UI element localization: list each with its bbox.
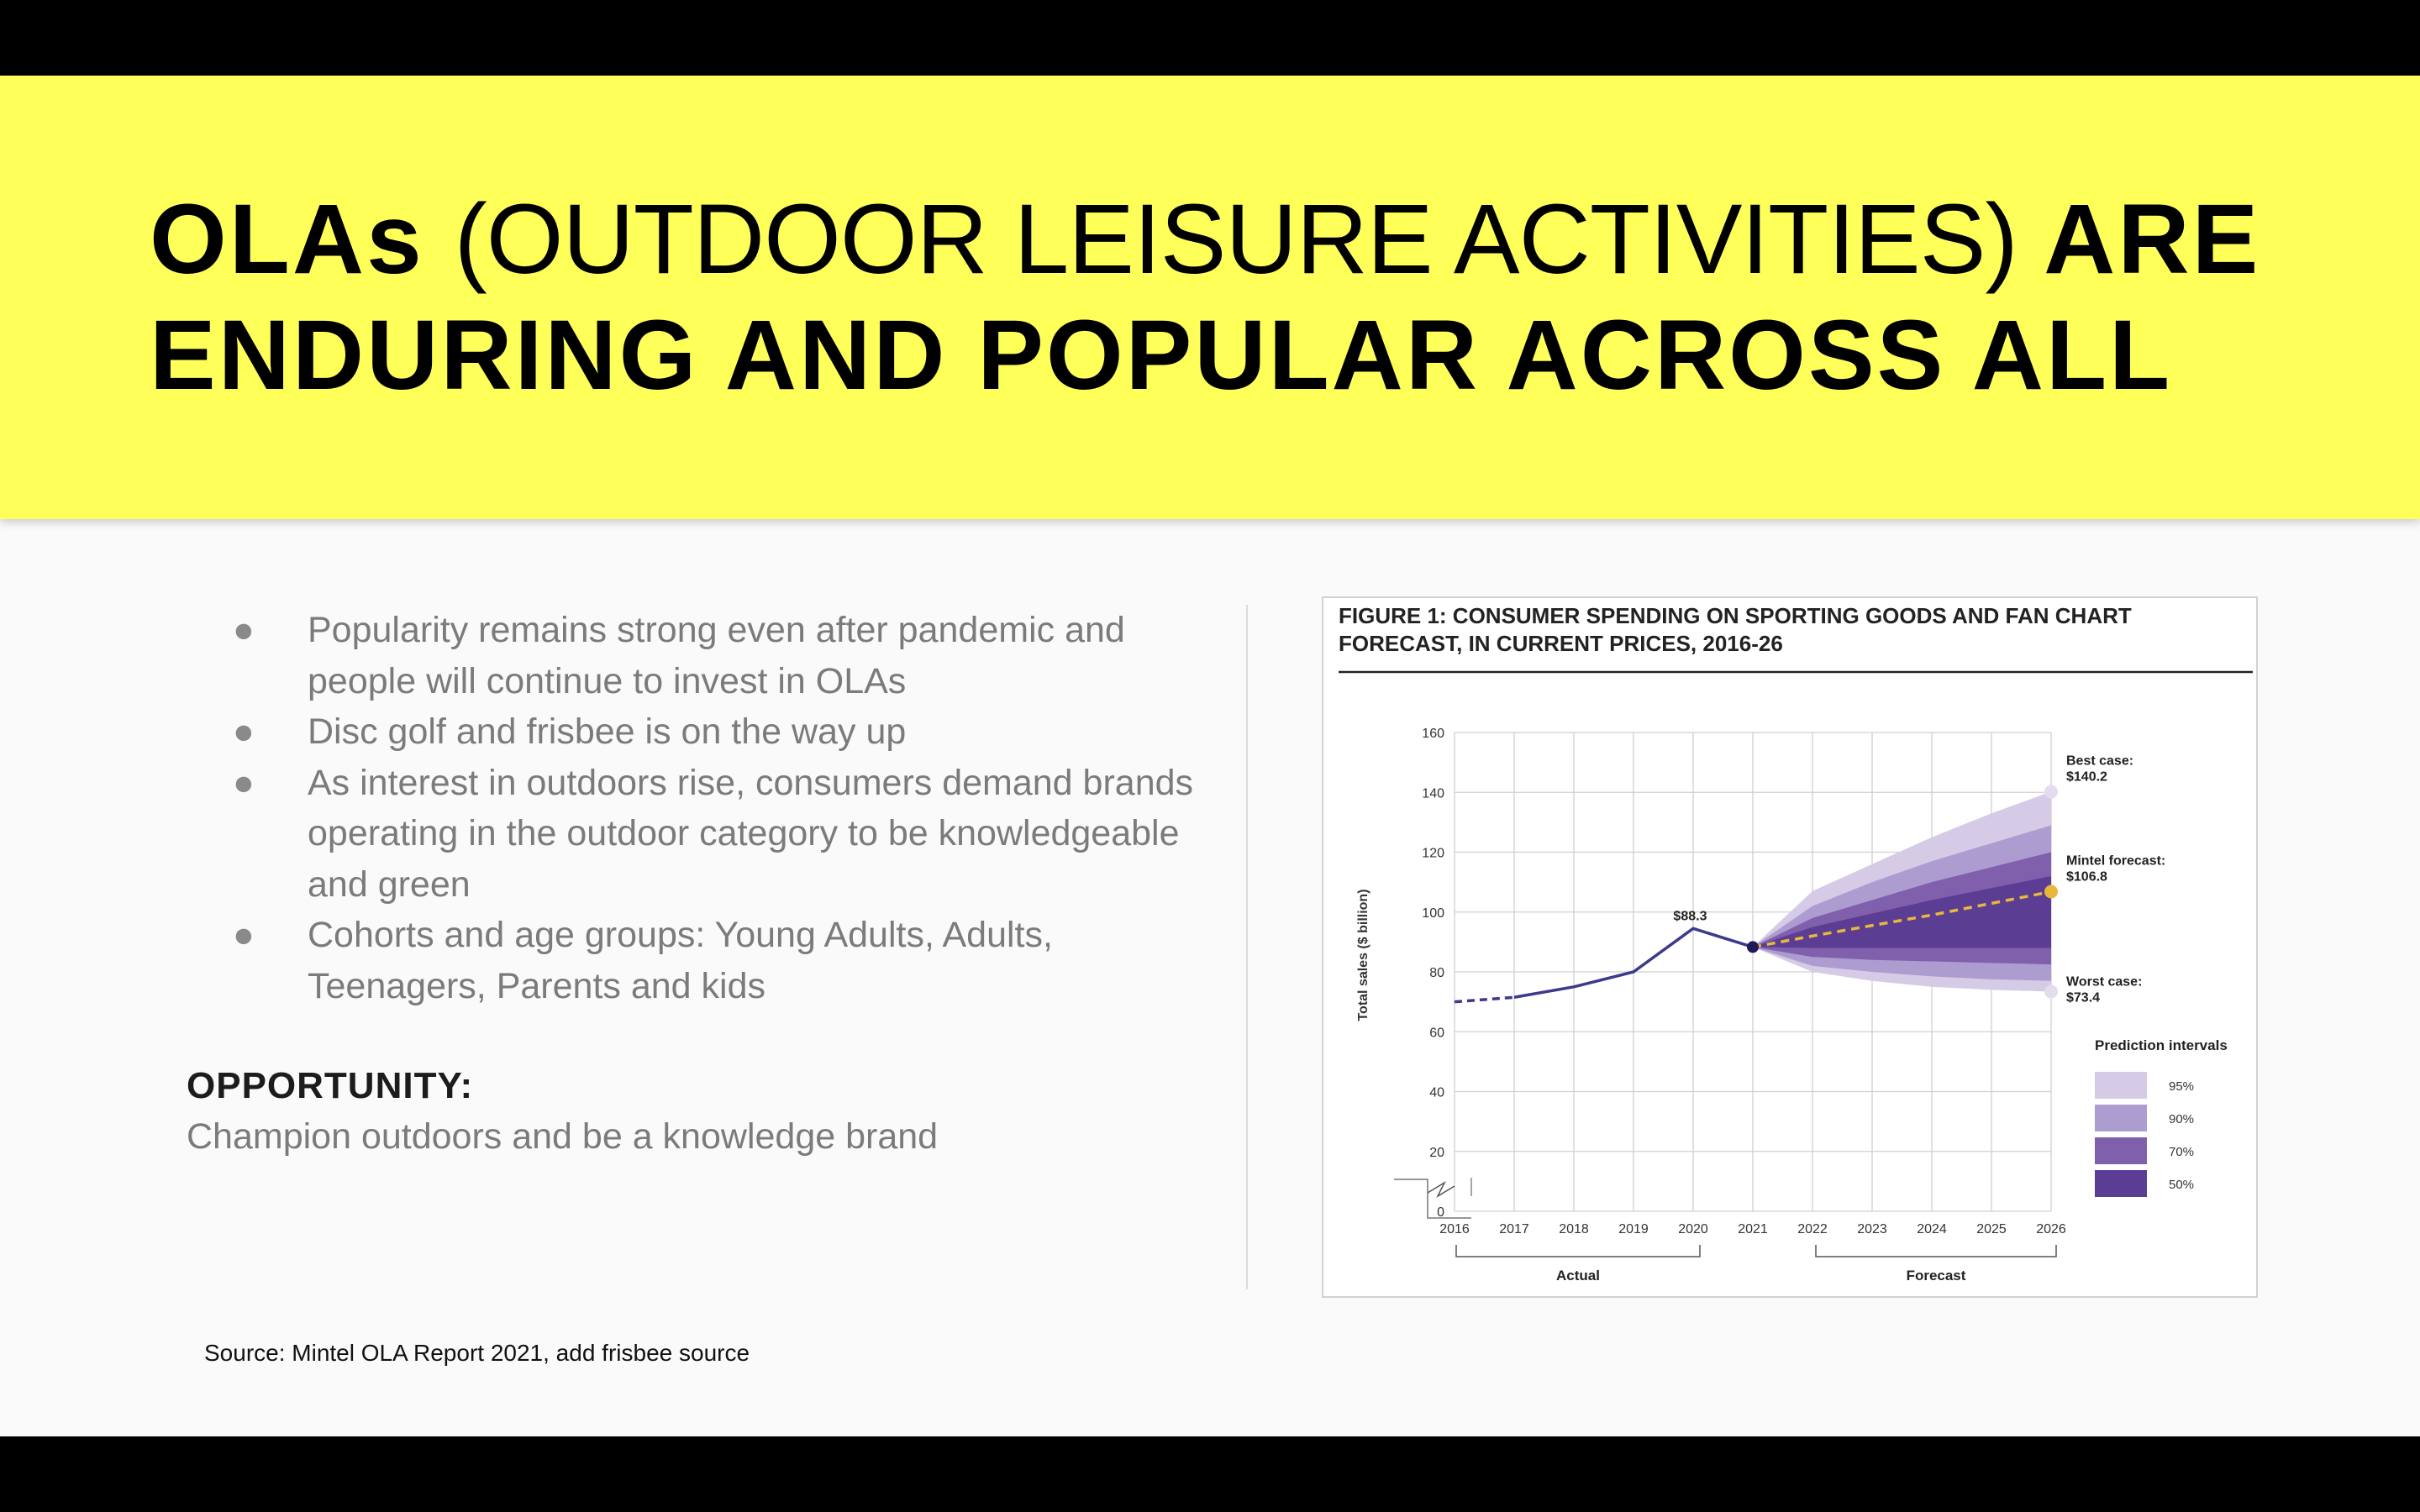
bullet-text-line: Teenagers, Parents and kids [308,965,765,1006]
mintel-forecast-label-line: Mintel forecast: [2066,854,2165,869]
data-point-worst-case [2044,984,2058,999]
title-band: OLAs (OUTDOOR LEISURE ACTIVITIES) ARE END… [0,76,2420,519]
best-case-label-line: $140.2 [2066,770,2107,785]
y-tick-label: 40 [1429,1086,1444,1100]
chart-title-line: FIGURE 1: CONSUMER SPENDING ON SPORTING … [1339,603,2132,628]
fan-chart: FIGURE 1: CONSUMER SPENDING ON SPORTING … [1339,603,2253,1284]
chart-title-line: FORECAST, IN CURRENT PRICES, 2016-26 [1339,631,1783,656]
actual-line-dashed [1454,995,1515,1004]
slide: OLAs (OUTDOOR LEISURE ACTIVITIES) ARE END… [0,76,2420,1436]
x-tick-label: 2024 [1917,1222,1947,1236]
y-tick-label: 120 [1422,847,1444,861]
title-line-2: ENDURING AND POPULAR ACROSS ALL [150,300,2173,411]
title-part-olas: OLAs [150,184,424,295]
legend-swatch-50 [2095,1170,2147,1197]
x-tick-label: 2018 [1559,1222,1589,1236]
y-tick-label: 100 [1422,906,1444,921]
opportunity-heading: OPPORTUNITY: [187,1065,474,1106]
bullet-marker: ● [233,610,255,650]
y-tick-label: 80 [1429,966,1444,980]
title-part-expansion: (OUTDOOR LEISURE ACTIVITIES) [454,184,2018,295]
bullet-text-line: operating in the outdoor category to be … [308,813,1180,853]
legend-title: Prediction intervals [2095,1037,2228,1053]
bullet-marker: ● [233,711,255,752]
y-tick-label: 0 [1437,1205,1444,1220]
x-tick-label: 2021 [1738,1222,1768,1236]
bullet-list: ● Popularity remains strong even after pa… [227,605,1235,1011]
data-point-best-case [2044,785,2058,799]
column-divider [1246,605,1248,1289]
x-tick-label: 2025 [1976,1222,2007,1236]
forecast-period-label: Forecast [1907,1268,1966,1284]
y-tick-label: 20 [1429,1146,1444,1160]
slide-title: OLAs (OUTDOOR LEISURE ACTIVITIES) ARE END… [150,181,2402,413]
peak-value-label: $88.3 [1673,909,1707,923]
bullet-text-line: Disc golf and frisbee is on the way up [308,711,907,752]
data-point-forecast-end [2044,885,2058,899]
bullet-text-line: Popularity remains strong even after pan… [308,610,1125,650]
source-note: Source: Mintel OLA Report 2021, add fris… [204,1340,750,1366]
mintel-forecast-label-line: $106.8 [2066,870,2107,885]
bullet-item: ● Popularity remains strong even after pa… [227,605,1235,706]
actual-line [1513,927,1754,1000]
bullet-item: ● As interest in outdoors rise, consumers… [227,758,1235,911]
y-tick-label: 140 [1422,786,1444,801]
bullet-text-line: and green [308,864,471,905]
x-tick-label: 2017 [1499,1222,1529,1236]
y-tick-label: 60 [1429,1026,1444,1040]
legend-swatch-95 [2095,1072,2147,1099]
title-part-are: ARE [2044,184,2261,295]
axis-break-zigzag [1427,1181,1455,1198]
bullet-text-line: As interest in outdoors rise, consumers … [308,762,1194,803]
mintel-forecast-line [1752,890,2052,949]
axis-break-bracket [1394,1179,1471,1219]
data-point-2021 [1747,941,1759,953]
worst-case-label-line: Worst case: [2066,975,2142,990]
actual-period-bracket [1455,1245,1701,1257]
x-tick-label: 2026 [2036,1222,2066,1236]
x-tick-label: 2019 [1618,1222,1649,1236]
x-tick-label: 2020 [1678,1222,1708,1236]
x-tick-label: 2023 [1857,1222,1887,1236]
legend-swatch-90 [2095,1105,2147,1131]
bullet-item: ● Cohorts and age groups: Young Adults, A… [227,910,1235,1011]
best-case-label-line: Best case: [2066,754,2133,769]
worst-case-label-line: $73.4 [2066,991,2100,1005]
bullet-marker: ● [233,915,255,955]
y-axis-label: Total sales ($ billion) [1356,889,1370,1021]
x-tick-label: 2022 [1797,1222,1828,1236]
bullet-item: ● Disc golf and frisbee is on the way up [227,706,1235,758]
fan-band-50 [1753,876,2051,948]
x-tick-label: 2016 [1439,1222,1470,1236]
actual-period-label: Actual [1556,1268,1600,1284]
legend-item-label: 90% [2169,1112,2194,1126]
bullet-text-line: Cohorts and age groups: Young Adults, Ad… [308,915,1053,955]
legend-swatch-70 [2095,1137,2147,1164]
forecast-period-bracket [1815,1245,2057,1257]
y-tick-label: 160 [1422,727,1444,741]
figure-image: FIGURE 1: CONSUMER SPENDING ON SPORTING … [1322,596,2258,1298]
legend-item-label: 50% [2169,1178,2194,1192]
legend-item-label: 70% [2169,1145,2194,1159]
legend-item-label: 95% [2169,1079,2194,1094]
opportunity-text: Champion outdoors and be a knowledge bra… [187,1116,939,1157]
bullet-marker: ● [233,762,255,803]
bullet-text-line: people will continue to invest in OLAs [308,660,907,701]
